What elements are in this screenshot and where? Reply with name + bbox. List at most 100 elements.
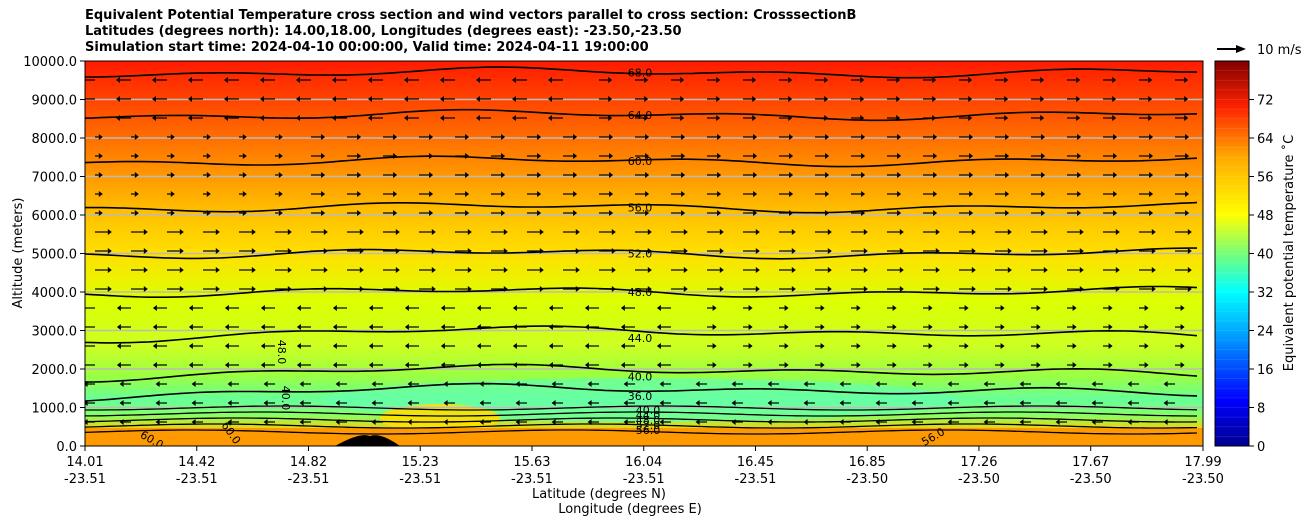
wind-arrow	[188, 324, 203, 330]
wind-arrow	[767, 419, 779, 425]
wind-arrow	[599, 134, 614, 140]
wind-arrow	[743, 324, 753, 330]
wind-arrow	[116, 362, 131, 368]
wind-arrow	[419, 286, 436, 292]
wind-arrow	[515, 400, 527, 406]
wind-arrow	[995, 229, 1012, 235]
wind-arrow	[299, 419, 311, 425]
wind-arrow	[527, 267, 544, 273]
surface-contour-label: 56.0	[636, 424, 661, 437]
wind-arrow	[407, 419, 419, 425]
wind-arrow	[695, 381, 707, 387]
wind-arrow	[743, 305, 753, 311]
wind-arrow	[119, 381, 131, 387]
wind-arrow	[923, 134, 938, 140]
wind-arrow	[887, 229, 904, 235]
wind-arrow	[1175, 286, 1192, 292]
wind-arrow	[116, 305, 131, 311]
wind-arrow	[311, 210, 326, 216]
wind-arrow	[1175, 324, 1185, 330]
wind-arrow	[584, 343, 599, 349]
wind-arrow	[815, 115, 829, 121]
wind-arrow	[707, 210, 722, 216]
wind-arrow	[155, 400, 167, 406]
wind-arrow	[635, 96, 649, 102]
wind-arrow	[85, 364, 95, 366]
wind-arrow	[85, 79, 95, 81]
wind-arrow	[1031, 134, 1046, 140]
wind-arrow	[743, 191, 758, 197]
chart-title-line-2: Latitudes (degrees north): 14.00,18.00, …	[85, 24, 682, 39]
x-tick-label-lon: -23.51	[735, 472, 777, 487]
wind-arrow	[851, 96, 865, 102]
wind-arrow	[85, 345, 95, 347]
contour-line	[85, 325, 1198, 344]
wind-arrow	[1019, 419, 1031, 425]
wind-arrow	[1067, 229, 1084, 235]
wind-arrow	[440, 115, 455, 121]
contour-line	[85, 285, 1198, 298]
wind-arrow	[260, 115, 275, 121]
wind-arrow	[635, 191, 650, 197]
wind-arrow	[260, 305, 275, 311]
wind-arrow	[491, 172, 506, 178]
colorbar-tick-label: 72	[1257, 94, 1274, 109]
wind-arrow	[1103, 229, 1120, 235]
contour-label: 60.0	[628, 155, 653, 168]
wind-arrow	[635, 153, 650, 159]
wind-arrow	[563, 172, 578, 178]
colorbar-tick-label: 56	[1257, 171, 1274, 186]
wind-arrow	[1175, 115, 1189, 121]
wind-arrow	[419, 267, 436, 273]
wind-arrow	[476, 324, 491, 330]
y-tick-label: 3000.0	[32, 325, 78, 340]
wind-arrow	[887, 305, 897, 311]
wind-arrow	[155, 419, 167, 425]
wind-arrow	[995, 343, 1005, 349]
wind-arrow	[116, 115, 131, 121]
wind-arrow	[707, 267, 724, 273]
wind-arrow	[671, 172, 686, 178]
wind-arrow	[239, 134, 247, 140]
wind-arrow	[743, 343, 753, 349]
wind-arrow	[587, 400, 599, 406]
wind-arrow	[923, 115, 937, 121]
wind-arrow	[152, 324, 167, 330]
wind-arrow	[152, 343, 167, 349]
wind-arrow	[671, 77, 685, 83]
wind-arrow	[1031, 96, 1045, 102]
wind-arrow	[332, 343, 347, 349]
wind-arrow	[1103, 191, 1118, 197]
wind-arrow	[923, 96, 937, 102]
wind-arrow	[815, 267, 832, 273]
wind-arrow	[95, 229, 112, 235]
x-tick-label-lon: -23.50	[1070, 472, 1112, 487]
wind-arrow	[1091, 419, 1103, 425]
wind-arrow	[191, 381, 203, 387]
wind-arrow	[1067, 115, 1081, 121]
wind-arrow	[887, 153, 902, 159]
wind-arrow	[203, 134, 211, 140]
wind-arrow	[455, 229, 472, 235]
wind-arrow	[1139, 305, 1149, 311]
wind-arrow	[152, 362, 167, 368]
wind-arrow	[707, 305, 717, 311]
wind-arrow	[1127, 419, 1139, 425]
surface-contour	[85, 417, 1198, 423]
wind-arrow	[1139, 210, 1154, 216]
wind-arrow	[1103, 115, 1117, 121]
wind-arrow	[85, 326, 95, 328]
wind-arrow	[635, 210, 650, 216]
wind-arrow	[311, 286, 328, 292]
wind-arrow	[887, 96, 901, 102]
wind-arrow	[299, 381, 311, 387]
wind-arrow	[959, 153, 974, 159]
wind-arrow	[152, 115, 167, 121]
wind-arrow	[296, 77, 311, 83]
wind-arrow	[923, 172, 938, 178]
wind-arrow	[1175, 191, 1190, 197]
wind-arrow	[119, 400, 131, 406]
colorbar-tick-label: 24	[1257, 325, 1274, 340]
wind-arrow	[239, 172, 247, 178]
wind-arrow	[887, 191, 902, 197]
